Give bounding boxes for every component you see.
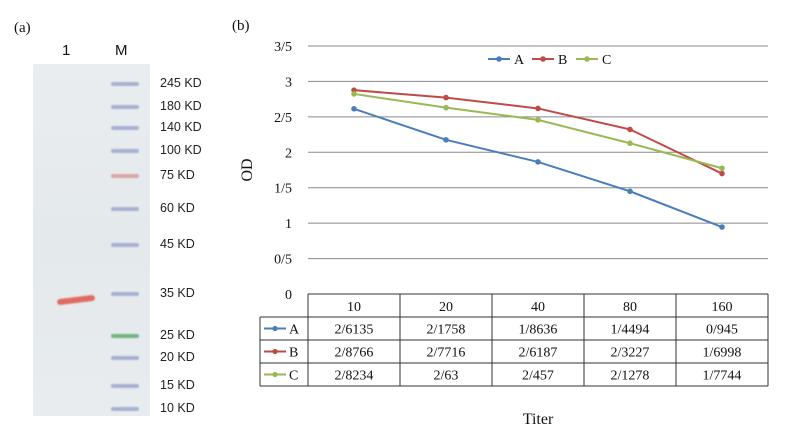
marker-band: [111, 384, 139, 388]
y-tick-label: 3: [285, 75, 292, 90]
data-point-b: [627, 126, 633, 133]
marker-label: 25 KD: [160, 328, 195, 342]
marker-label: 100 KD: [160, 143, 202, 157]
x-category-label: 160: [712, 300, 733, 315]
marker-label: 75 KD: [160, 168, 195, 182]
panel-b-label: (b): [232, 18, 250, 34]
data-label-a: 1/8636: [519, 323, 558, 338]
sample-band: [56, 294, 96, 306]
data-point-c: [535, 117, 541, 123]
marker-band: [111, 126, 139, 130]
marker-label: 60 KD: [160, 201, 195, 215]
lane-1-header: 1: [62, 42, 71, 59]
marker-label: 15 KD: [160, 378, 195, 392]
data-point-c: [351, 91, 357, 97]
y-tick-label: 1/5: [274, 182, 292, 197]
series-line-c: [353, 92, 723, 170]
data-label-b: 2/8766: [335, 346, 374, 361]
data-point-a: [351, 106, 357, 112]
x-category-label: 40: [531, 300, 545, 315]
table-series-name-a: A: [289, 323, 300, 338]
data-label-a: 1/4494: [611, 323, 650, 338]
data-point-c: [627, 140, 633, 147]
table-series-name-b: B: [289, 346, 298, 361]
data-label-b: 2/6187: [519, 346, 558, 361]
table-legend-marker-b: [272, 348, 278, 355]
marker-label: 140 KD: [160, 120, 202, 134]
data-point-a: [719, 224, 725, 230]
x-category-label: 80: [623, 300, 637, 315]
legend-label-a: A: [514, 53, 525, 68]
y-tick-label: 0: [285, 288, 292, 303]
data-label-a: 2/1758: [427, 323, 466, 338]
marker-band: [111, 334, 139, 338]
data-point-a: [443, 137, 449, 143]
y-tick-label: 2/5: [274, 111, 292, 126]
data-label-a: 2/6135: [335, 323, 374, 338]
marker-label: 35 KD: [160, 286, 195, 300]
data-label-c: 2/63: [434, 369, 459, 384]
data-point-b: [443, 94, 449, 101]
data-label-b: 2/7716: [427, 346, 466, 361]
data-label-b: 1/6998: [703, 346, 742, 361]
marker-label: 245 KD: [160, 76, 202, 90]
x-category-label: 10: [347, 300, 361, 315]
marker-band: [111, 243, 139, 247]
x-axis-label: Titer: [523, 411, 554, 428]
x-category-label: 20: [439, 300, 453, 315]
data-point-b: [719, 170, 725, 177]
legend-marker-a: [496, 56, 502, 62]
table-legend-marker-c: [272, 371, 278, 378]
marker-label: 20 KD: [160, 350, 195, 364]
marker-label: 10 KD: [160, 401, 195, 415]
y-tick-label: 2: [285, 146, 292, 161]
lane-marker-header: M: [115, 42, 128, 59]
y-tick-label: 1: [285, 217, 292, 232]
marker-band: [111, 105, 139, 109]
legend-label-b: B: [558, 53, 567, 68]
panel-a-label: (a): [14, 20, 31, 36]
legend-marker-b: [540, 56, 546, 62]
legend-label-c: C: [602, 53, 611, 68]
data-label-c: 2/1278: [611, 369, 650, 384]
marker-band: [111, 149, 139, 153]
marker-band: [111, 207, 139, 211]
data-label-b: 2/3227: [611, 346, 650, 361]
data-label-a: 0/945: [706, 323, 738, 338]
data-point-b: [535, 105, 541, 112]
table-series-name-c: C: [289, 369, 298, 384]
data-point-c: [719, 165, 725, 172]
data-point-c: [443, 104, 449, 111]
gel-image: [33, 64, 150, 416]
marker-band: [111, 356, 139, 360]
series-line-a: [353, 107, 723, 228]
marker-band: [111, 82, 139, 86]
data-label-c: 2/457: [522, 369, 554, 384]
data-point-a: [627, 188, 633, 195]
data-label-c: 2/8234: [335, 369, 374, 384]
y-tick-label: 0/5: [274, 253, 292, 268]
data-point-a: [535, 159, 541, 165]
marker-label: 45 KD: [160, 237, 195, 251]
legend-marker-c: [584, 56, 590, 62]
marker-label: 180 KD: [160, 99, 202, 113]
y-tick-label: 3/5: [274, 40, 292, 55]
marker-band: [111, 174, 139, 178]
table-legend-marker-a: [272, 325, 278, 332]
data-label-c: 1/7744: [703, 369, 742, 384]
y-axis-label: OD: [239, 158, 256, 181]
marker-band: [111, 292, 139, 296]
marker-band: [111, 407, 139, 411]
